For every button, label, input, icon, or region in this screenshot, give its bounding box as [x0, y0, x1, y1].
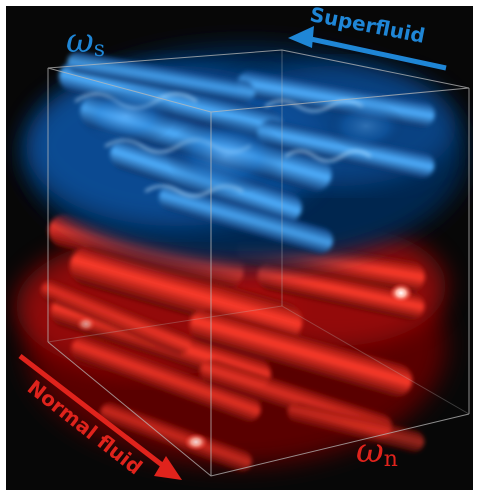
vortex-volume-render: ωs Superfluid Normal fluid ωn	[16, 6, 470, 480]
omega-s-subscript: s	[94, 37, 105, 62]
omega-s-label: ωs	[66, 21, 105, 62]
arrow-down-right-icon	[18, 354, 182, 480]
superfluid-vortex-tangle	[26, 46, 466, 266]
arrow-left-icon	[288, 26, 447, 71]
omega-n-symbol: ω	[356, 431, 384, 471]
visualization-canvas: ωs Superfluid Normal fluid ωn	[6, 6, 473, 490]
omega-n-subscript: n	[384, 447, 398, 472]
omega-s-symbol: ω	[66, 21, 94, 61]
omega-n-label: ωn	[356, 431, 398, 472]
simulation-box-wireframe	[47, 49, 470, 477]
